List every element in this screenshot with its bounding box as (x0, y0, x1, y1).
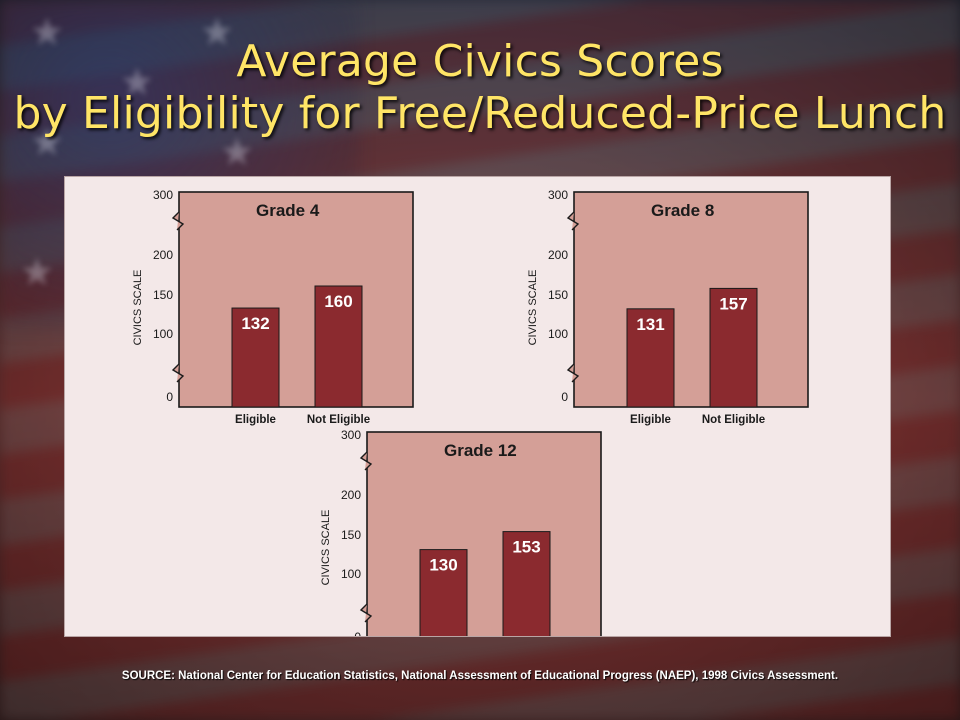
bar-value-label: 153 (512, 538, 540, 557)
star-icon: ★ (200, 10, 235, 54)
axis-break-mark (566, 363, 580, 383)
star-icon: ★ (30, 120, 65, 164)
bar-value-label: 160 (324, 292, 352, 311)
source-note: SOURCE: National Center for Education St… (121, 670, 839, 682)
x-category-label: Not Eligible (702, 414, 765, 426)
y-axis-label: CIVICS SCALE (320, 510, 332, 586)
plot-area (178, 191, 414, 408)
y-tick-label: 0 (354, 630, 361, 636)
bar (709, 287, 758, 408)
y-tick-label: 150 (341, 528, 361, 542)
y-tick-label: 200 (153, 248, 173, 262)
y-tick-label: 300 (341, 428, 361, 442)
star-icon: ★ (20, 250, 55, 294)
bar-value-label: 132 (241, 314, 269, 333)
axis-break-mark (359, 451, 373, 471)
small-chart: Grade 4 0 100 150 200 300 CIVICS SCALE 132 Eligi… (132, 188, 414, 426)
bar (502, 531, 551, 636)
y-tick-label: 150 (153, 288, 173, 302)
slide-title-line1: Average Civics Scores (236, 36, 724, 87)
y-tick-label: 100 (341, 567, 361, 581)
y-tick-label: 300 (153, 188, 173, 202)
y-tick-label: 150 (548, 288, 568, 302)
axis-break-mark (171, 363, 185, 383)
chart-panel: Grade 4 0 100 150 200 300 CIVICS SCALE 132 Eligi… (64, 176, 891, 637)
y-tick-label: 0 (166, 390, 173, 404)
star-icon: ★ (120, 60, 155, 104)
y-tick-label: 0 (561, 390, 568, 404)
y-tick-label: 200 (548, 248, 568, 262)
plot-area (366, 431, 602, 636)
y-axis-label: CIVICS SCALE (527, 270, 539, 346)
x-category-label: Not Eligible (307, 414, 370, 426)
slide-title: Average Civics Scores by Eligibility for… (0, 36, 960, 140)
chart-title: Grade 12 (444, 441, 517, 460)
bar-value-label: 131 (636, 315, 664, 334)
bar (231, 307, 280, 408)
axis-break-mark (566, 211, 580, 231)
y-tick-label: 300 (548, 188, 568, 202)
axis-break-mark (359, 603, 373, 623)
small-chart: Grade 8 0 100 150 200 300 CIVICS SCALE 131 Eligi… (527, 188, 809, 426)
star-icon: ★ (30, 10, 65, 54)
y-tick-label: 100 (153, 327, 173, 341)
bar (626, 308, 675, 408)
y-tick-label: 200 (341, 488, 361, 502)
slide-title-line2: by Eligibility for Free/Reduced-Price Lu… (13, 88, 947, 139)
chart-title: Grade 8 (651, 201, 714, 220)
small-chart: Grade 120100150200300CIVICS SCALE130Elig… (320, 428, 602, 636)
x-category-label: Eligible (630, 414, 671, 426)
star-icon: ★ (220, 130, 255, 174)
bar-value-label: 130 (429, 556, 457, 575)
charts-svg: Grade 4 0 100 150 200 300 CIVICS SCALE 132 Eligi… (132, 188, 809, 636)
chart-title: Grade 4 (256, 201, 320, 220)
axis-break-mark (171, 211, 185, 231)
y-tick-label: 100 (548, 327, 568, 341)
bar (314, 285, 363, 408)
plot-area (573, 191, 809, 408)
y-axis-label: CIVICS SCALE (132, 270, 144, 346)
bar-value-label: 157 (719, 294, 747, 313)
x-category-label: Eligible (235, 414, 276, 426)
bar (419, 549, 468, 636)
